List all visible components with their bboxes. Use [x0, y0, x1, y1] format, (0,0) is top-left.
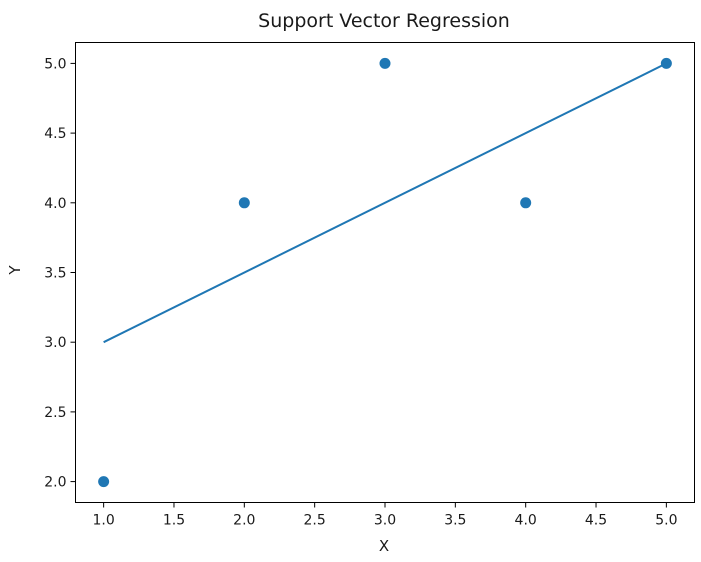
data-point	[238, 197, 250, 209]
x-tick-label: 1.5	[163, 513, 185, 529]
x-tick-label: 5.0	[655, 513, 677, 529]
data-point	[660, 57, 672, 69]
x-axis-label: X	[379, 537, 389, 555]
data-point	[520, 197, 532, 209]
x-tick-label: 1.0	[93, 513, 115, 529]
y-tick-label: 5.0	[44, 56, 66, 72]
y-tick-label: 3.0	[44, 335, 66, 351]
y-tick-label: 2.5	[44, 405, 66, 421]
plot-area	[98, 57, 672, 488]
y-tick-label: 4.0	[44, 196, 66, 212]
x-tick-label: 3.5	[444, 513, 466, 529]
y-axis: 2.0 2.5 3.0 3.5 4.0 4.5 5.0	[44, 56, 76, 491]
x-tick-label: 3.0	[374, 513, 396, 529]
y-axis-label: Y	[6, 265, 24, 276]
x-tick-label: 2.5	[304, 513, 326, 529]
x-tick-label: 4.0	[515, 513, 537, 529]
y-tick-label: 3.5	[44, 266, 66, 282]
chart-title: Support Vector Regression	[258, 10, 510, 32]
data-point	[379, 57, 391, 69]
x-axis: 1.0 1.5 2.0 2.5 3.0 3.5 4.0 4.5 5.0	[93, 502, 677, 529]
data-point	[98, 476, 110, 488]
y-tick-label: 4.5	[44, 126, 66, 142]
x-tick-label: 4.5	[585, 513, 607, 529]
y-tick-label: 2.0	[44, 475, 66, 491]
regression-line	[103, 62, 667, 344]
x-tick-label: 2.0	[233, 513, 255, 529]
axes-frame	[75, 42, 695, 503]
